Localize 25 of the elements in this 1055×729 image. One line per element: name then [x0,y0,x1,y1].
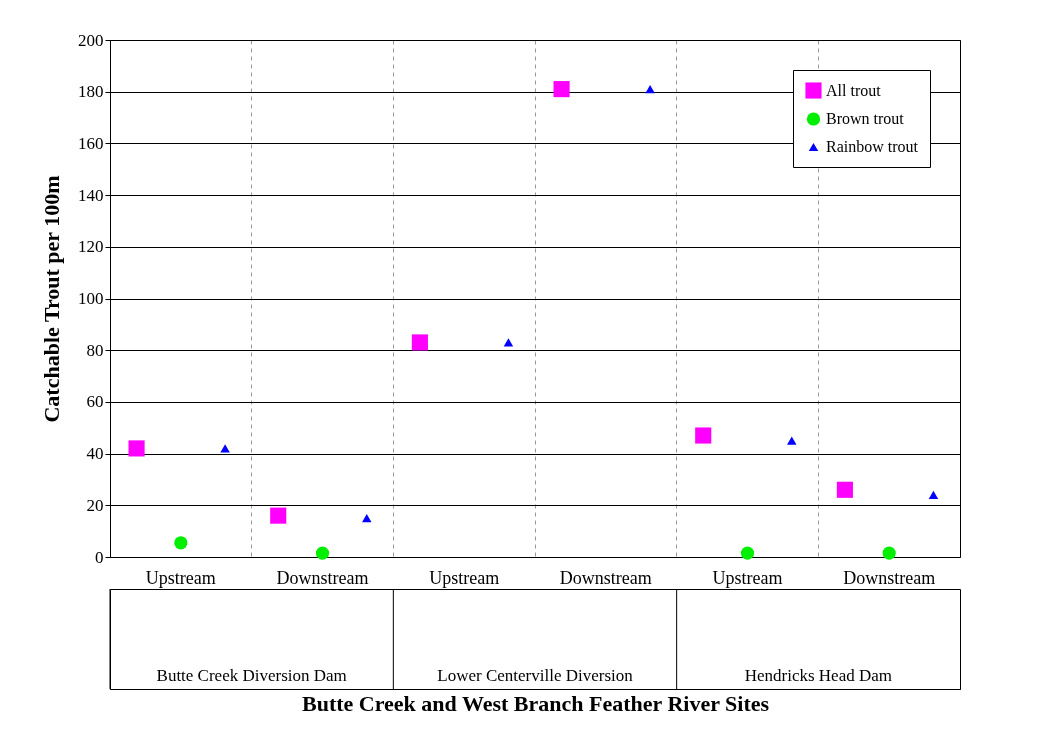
x-tick-label: Upstream [712,567,783,588]
y-tick-label: 80 [86,340,104,360]
y-tick-label: 120 [78,237,104,257]
y-tick-label: 20 [86,495,104,515]
y-tick-label: 0 [95,547,104,567]
x-tick-label: Upstream [145,567,216,588]
y-tick-label: 160 [78,133,104,153]
text: Hendricks Head Dam [744,666,892,685]
legend-label: Rainbow trout [826,138,919,155]
text: Lower Centerville Diversion [437,666,634,685]
y-tick-label: 140 [78,185,104,205]
x-tick-label: Downstream [276,567,369,588]
x-tick-label: Upstream [429,567,500,588]
y-axis-title: Catchable Trout per 100m [39,175,64,423]
y-tick-label: 180 [78,82,104,102]
legend-label: Brown trout [826,110,905,127]
y-tick-label: 60 [86,392,104,412]
legend-label: All trout [826,81,882,99]
x-tick-label: Downstream [559,567,652,588]
y-tick-label: 40 [86,444,104,464]
x-tick-label: Downstream [843,567,936,588]
y-tick-label: 200 [78,30,104,50]
text: Butte Creek Diversion Dam [156,666,347,685]
y-tick-label: 100 [78,289,104,308]
x-axis-title: Butte Creek and West Branch Feather River Sites [301,690,770,716]
